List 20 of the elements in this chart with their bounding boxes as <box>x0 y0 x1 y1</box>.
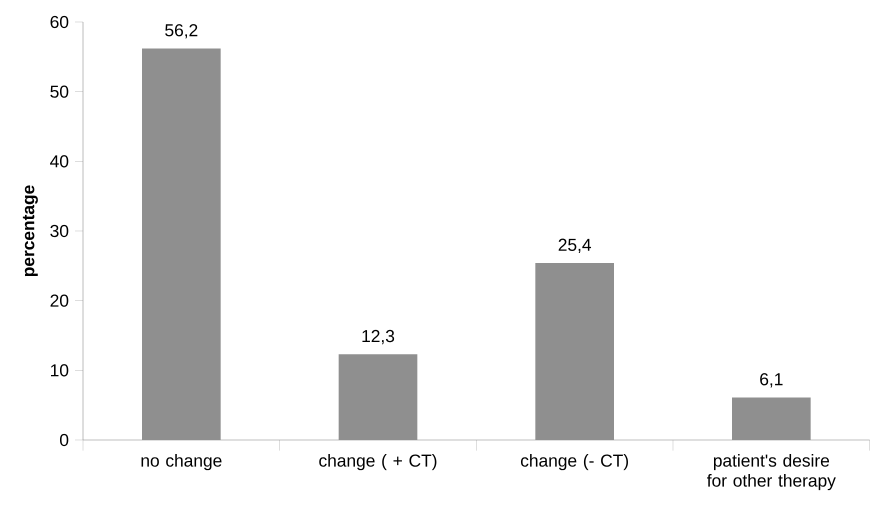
y-axis-title: percentage <box>22 185 38 276</box>
data-label: 12,3 <box>362 330 394 344</box>
bar <box>732 397 811 440</box>
y-tick-label: 20 <box>50 294 68 307</box>
bar <box>535 263 614 440</box>
bar <box>338 354 418 440</box>
y-tick-label: 10 <box>50 364 68 376</box>
bar <box>142 48 221 440</box>
y-tick-label: 30 <box>50 224 68 238</box>
y-tick-label: 0 <box>60 434 68 446</box>
x-tick-label: no change <box>142 454 222 470</box>
y-tick-label: 60 <box>50 16 68 28</box>
data-label: 56,2 <box>165 24 198 38</box>
data-label: 6,1 <box>760 373 783 388</box>
x-tick-label: patient's desire for other therapy <box>707 454 836 490</box>
x-tick-label: change ( + CT) <box>319 454 436 470</box>
y-tick-label: 50 <box>50 86 68 98</box>
y-tick-label: 40 <box>50 155 68 168</box>
x-tick-label: change (- CT) <box>520 454 628 470</box>
data-label: 25,4 <box>558 238 592 253</box>
